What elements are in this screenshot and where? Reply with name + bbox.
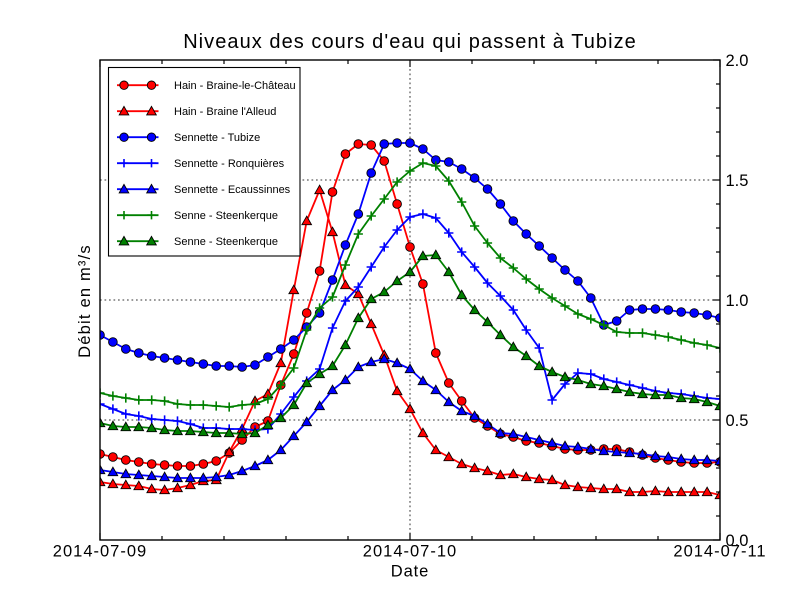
svg-text:2014-07-09: 2014-07-09 xyxy=(53,543,147,561)
svg-text:Sennette - Tubize: Sennette - Tubize xyxy=(174,132,260,144)
svg-text:Senne - Steenkerque: Senne - Steenkerque xyxy=(174,210,278,222)
svg-text:Date: Date xyxy=(391,563,429,581)
svg-text:2014-07-10: 2014-07-10 xyxy=(363,543,457,561)
svg-text:0.0: 0.0 xyxy=(726,532,749,550)
svg-text:Hain - Braine l'Alleud: Hain - Braine l'Alleud xyxy=(174,106,276,118)
svg-text:Hain - Braine-le-Château: Hain - Braine-le-Château xyxy=(174,80,296,92)
svg-text:Senne - Steenkerque: Senne - Steenkerque xyxy=(174,236,278,248)
svg-text:Sennette - Ronquières: Sennette - Ronquières xyxy=(174,158,285,170)
svg-text:1.0: 1.0 xyxy=(726,292,749,310)
svg-text:Débit en m³/s: Débit en m³/s xyxy=(76,244,94,358)
svg-text:0.5: 0.5 xyxy=(726,412,749,430)
svg-text:2.0: 2.0 xyxy=(726,52,749,70)
svg-text:2014-07-11: 2014-07-11 xyxy=(673,543,766,561)
svg-text:1.5: 1.5 xyxy=(726,172,749,190)
svg-text:Niveaux des cours d'eau qui pa: Niveaux des cours d'eau qui passent à Tu… xyxy=(183,31,637,53)
svg-text:Sennette - Ecaussinnes: Sennette - Ecaussinnes xyxy=(174,184,291,196)
